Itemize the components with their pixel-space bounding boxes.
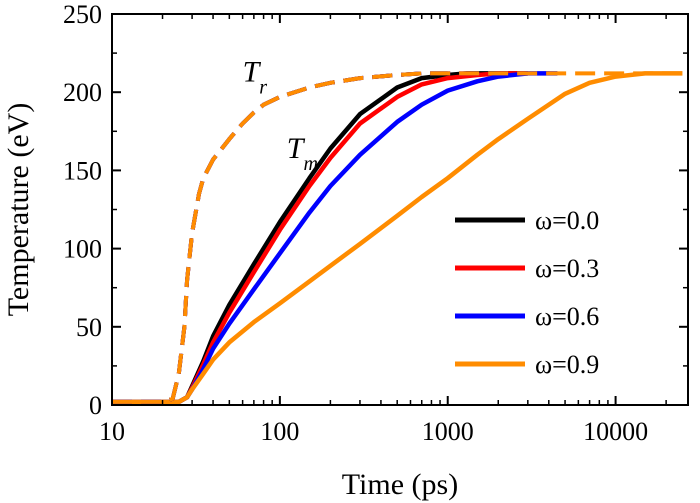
x-tick-label: 1000: [422, 417, 474, 446]
y-tick-label: 0: [89, 391, 102, 420]
series-line-tr-7: [112, 71, 683, 404]
x-tick-label: 10000: [583, 417, 648, 446]
plot-frame: [111, 13, 689, 406]
series-line-tr-5: [112, 71, 478, 404]
series-line-tm-1: [112, 71, 528, 405]
y-tick-label: 150: [63, 156, 102, 185]
x-tick-label: 100: [260, 417, 299, 446]
series-line-tr-6: [112, 71, 549, 404]
y-tick-label: 50: [76, 313, 102, 342]
legend-label: ω=0.3: [535, 254, 599, 283]
series-layer: [112, 71, 683, 405]
x-axis-title: Time (ps): [342, 468, 458, 501]
legend: ω=0.0 ω=0.3 ω=0.6 ω=0.9: [455, 206, 599, 379]
annotation-t-r: Tr: [243, 55, 268, 98]
annotation-layer: Tr Tm: [243, 55, 318, 175]
y-tick-label: 100: [63, 235, 102, 264]
series-line-tm-3: [112, 71, 683, 405]
series-line-tm-2: [112, 71, 558, 405]
annotation-t-m: Tm: [287, 132, 318, 175]
legend-label: ω=0.6: [535, 302, 599, 331]
y-axis-title: Temperature (eV): [2, 103, 35, 317]
y-tick-label: 250: [63, 0, 102, 29]
series-line-tm-0: [112, 71, 528, 405]
legend-label: ω=0.0: [535, 206, 599, 235]
tick-layer: 10 100 1000 10000 0 50 100 150 200 250: [63, 0, 688, 446]
legend-label: ω=0.9: [535, 350, 599, 379]
x-tick-label: 10: [99, 417, 125, 446]
y-tick-label: 200: [63, 78, 102, 107]
